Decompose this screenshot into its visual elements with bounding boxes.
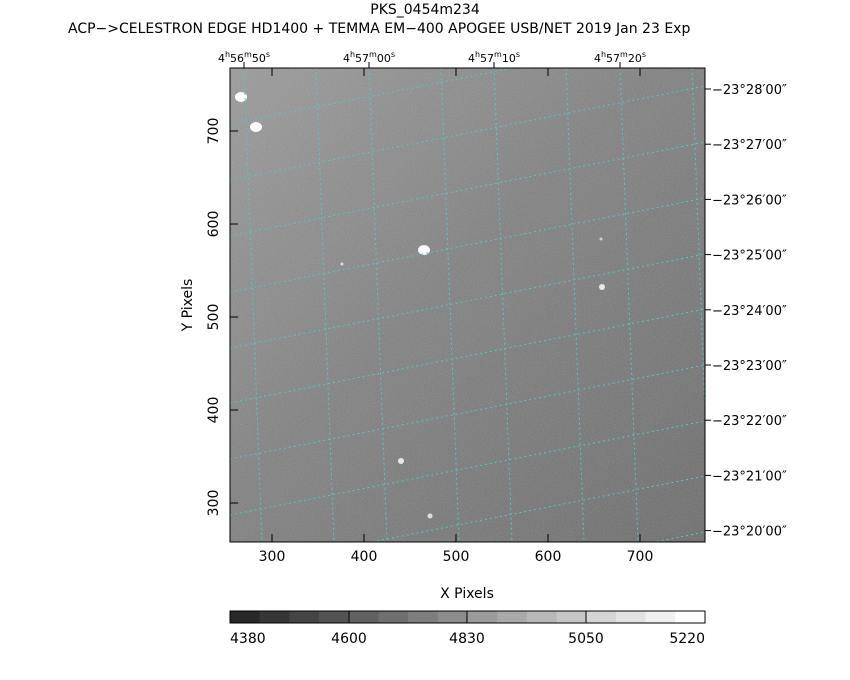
x-tick-label: 400 xyxy=(351,549,378,565)
dec-tick-label: −23°21′00″ xyxy=(712,469,787,484)
star-blob xyxy=(235,92,247,102)
colorbar: 4380 4600 4830 5050 5220 xyxy=(229,610,706,647)
y-tick-label: 500 xyxy=(206,304,222,331)
colorbar-step xyxy=(586,611,617,623)
dec-tick-label: −23°20′00″ xyxy=(712,525,787,540)
colorbar-step xyxy=(645,611,676,623)
star-blob xyxy=(427,513,433,519)
dec-tick-label: −23°24′00″ xyxy=(712,304,787,319)
colorbar-step xyxy=(230,611,261,623)
y-tick-label: 700 xyxy=(206,118,222,145)
x-tick-label: 500 xyxy=(443,549,470,565)
colorbar-label: 5220 xyxy=(669,631,705,647)
y-axis: 300 400 500 600 700 xyxy=(206,118,238,517)
ra-tick-label: 4h56m50s xyxy=(218,50,270,65)
colorbar-step xyxy=(259,611,290,623)
star-blob xyxy=(599,237,603,241)
ra-tick-label: 4h57m10s xyxy=(468,50,520,65)
x-tick-label: 600 xyxy=(535,549,562,565)
colorbar-step xyxy=(319,611,350,623)
colorbar-step xyxy=(467,611,498,623)
dec-tick-label: −23°27′00″ xyxy=(712,138,787,153)
colorbar-step xyxy=(437,611,468,623)
colorbar-step xyxy=(378,611,409,623)
dec-axis: −23°28′00″ −23°27′00″ −23°26′00″ −23°25′00″… xyxy=(705,83,787,540)
wcs-grid xyxy=(230,68,705,542)
dec-tick-label: −23°23′00″ xyxy=(712,359,787,374)
star-blob xyxy=(250,122,262,132)
ra-axis: 4h56m50s 4h57m00s 4h57m10s 4h57m20s xyxy=(218,50,646,68)
dec-tick-label: −23°22′00″ xyxy=(712,414,787,429)
colorbar-label: 4380 xyxy=(230,631,266,647)
ra-tick-label: 4h57m20s xyxy=(594,50,646,65)
ra-tick-label: 4h57m00s xyxy=(343,50,395,65)
colorbar-step xyxy=(408,611,439,623)
dec-tick-label: −23°28′00″ xyxy=(712,83,787,98)
colorbar-step xyxy=(348,611,379,623)
sky-image xyxy=(229,67,706,543)
star-blob xyxy=(398,458,404,464)
x-tick-label: 300 xyxy=(259,549,286,565)
x-axis: 300 400 500 600 700 xyxy=(259,68,654,565)
y-tick-label: 600 xyxy=(206,211,222,238)
colorbar-step xyxy=(615,611,647,623)
star-blob xyxy=(418,245,430,255)
x-axis-label: X Pixels xyxy=(440,586,494,602)
colorbar-label: 4600 xyxy=(331,631,367,647)
image-frame xyxy=(229,67,706,543)
y-tick-label: 400 xyxy=(206,397,222,424)
star-blob xyxy=(340,262,344,266)
colorbar-step xyxy=(497,611,528,623)
colorbar-step xyxy=(289,611,320,623)
y-tick-label: 300 xyxy=(206,490,222,517)
colorbar-step xyxy=(526,611,558,623)
colorbar-label: 4830 xyxy=(449,631,485,647)
y-axis-label: Y Pixels xyxy=(180,279,196,333)
dec-tick-label: −23°26′00″ xyxy=(712,193,787,208)
colorbar-step xyxy=(675,611,706,623)
dec-tick-label: −23°25′00″ xyxy=(712,249,787,264)
x-tick-label: 700 xyxy=(627,549,654,565)
plot-title: PKS_0454m234 xyxy=(370,2,480,18)
colorbar-step xyxy=(556,611,587,623)
plot-subtitle: ACP−>CELESTRON EDGE HD1400 + TEMMA EM−40… xyxy=(68,21,691,37)
star-blob xyxy=(599,284,605,290)
colorbar-label: 5050 xyxy=(568,631,604,647)
